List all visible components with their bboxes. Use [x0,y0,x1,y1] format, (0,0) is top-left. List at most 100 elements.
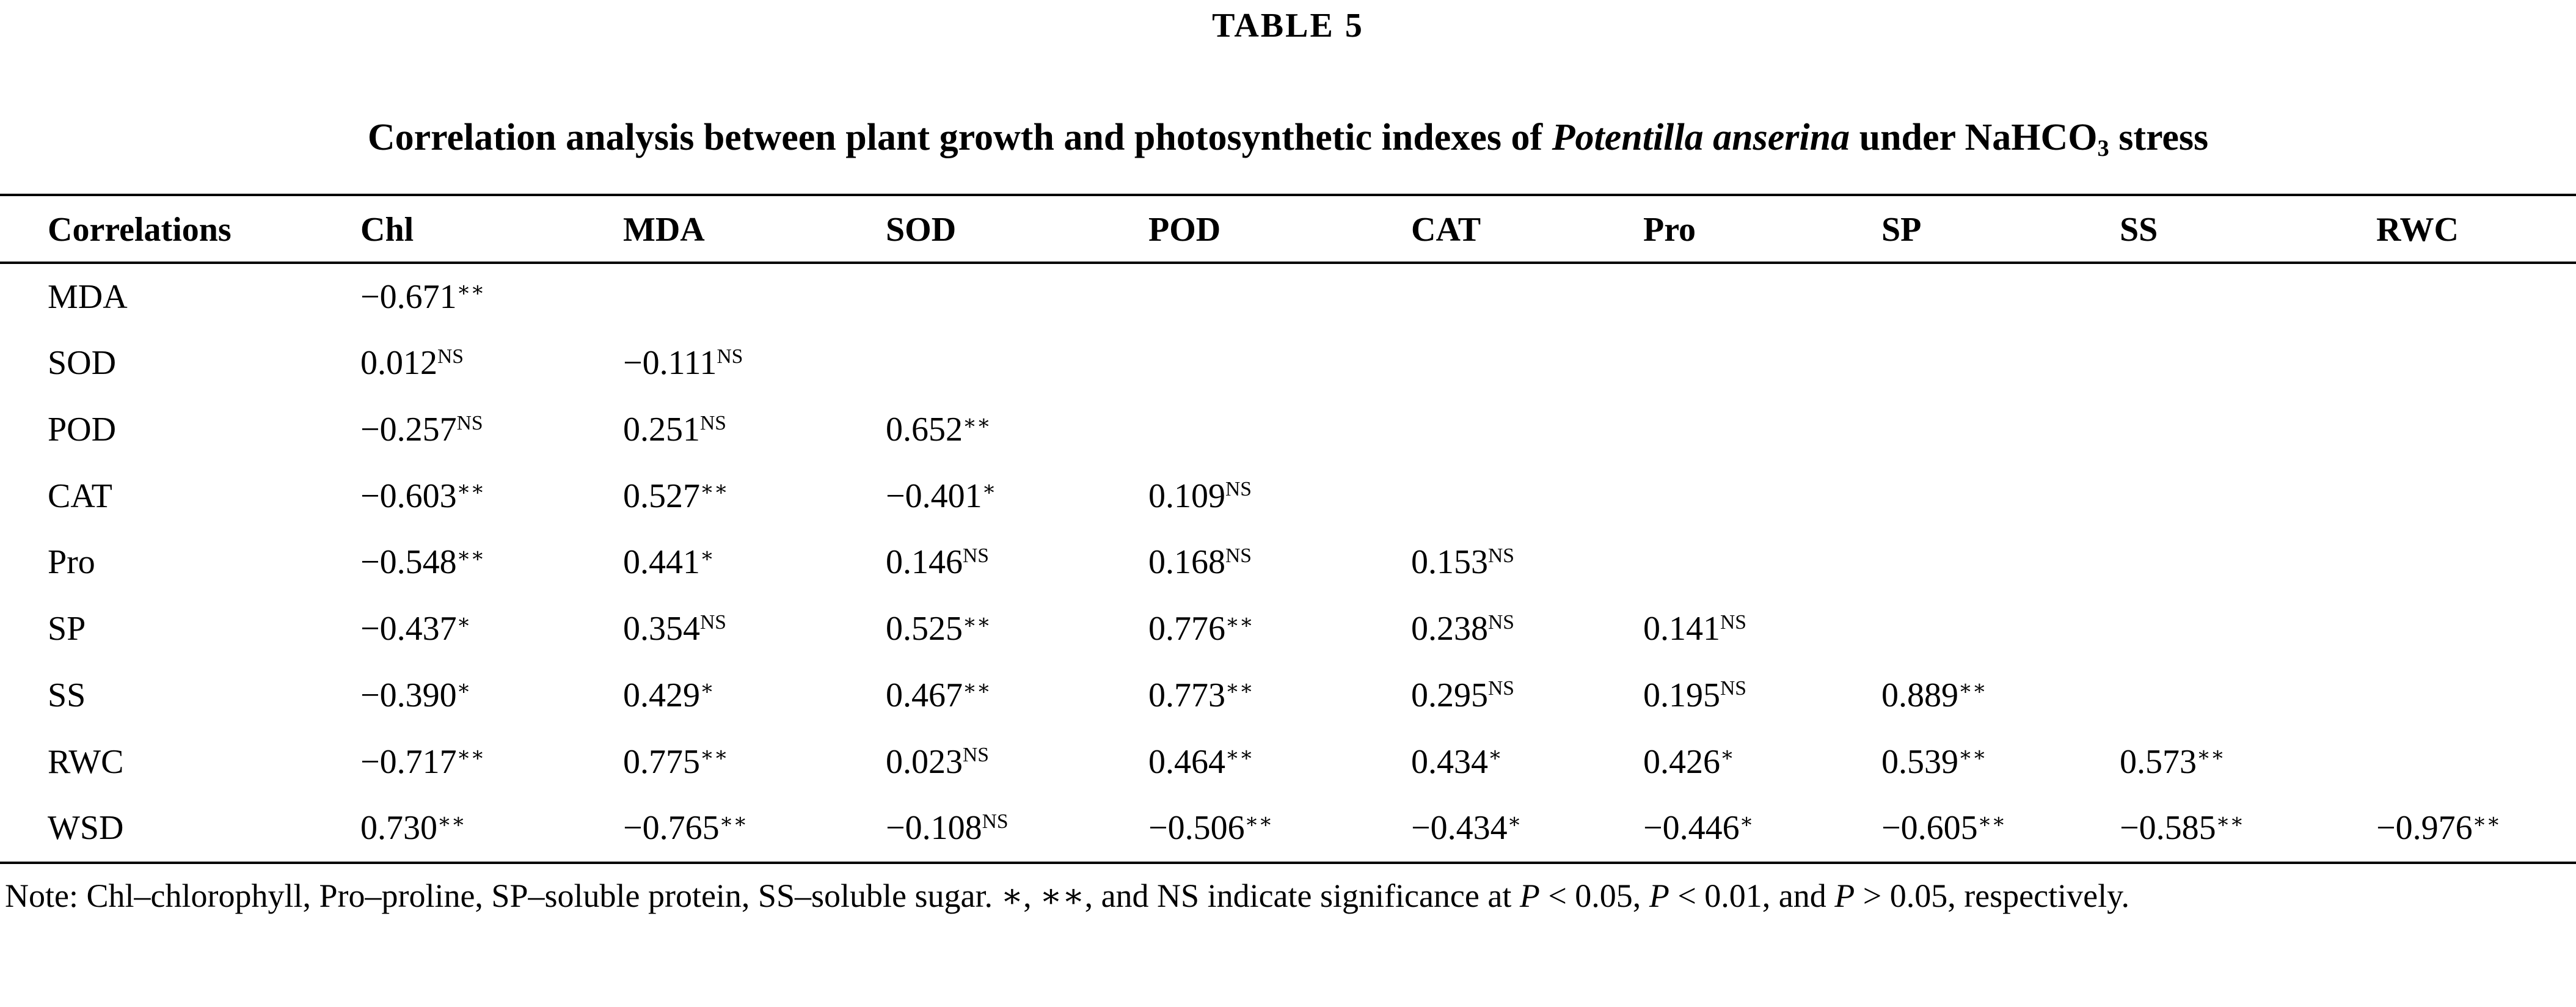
table-body: MDA −0.671∗∗ SOD 0.012NS −0.111NS POD −0.257NS… [0,263,2576,863]
correlation-cell: 0.429∗ [623,662,886,729]
correlation-cell [1148,330,1411,397]
note-segment: P [1649,877,1669,915]
row-label: WSD [48,809,124,848]
note-segment: < 0.01, and [1669,877,1835,915]
significance-marker: NS [1225,478,1252,501]
correlation-value: 0.525 [886,610,963,648]
correlation-cell [2120,529,2376,596]
correlation-cell: −0.585∗∗ [2120,795,2376,863]
header-cat: CAT [1411,194,1643,264]
correlation-value: 0.429 [623,676,700,714]
correlation-cell: 0.295NS [1411,662,1643,729]
correlation-value: 0.441 [623,543,700,582]
significance-marker: ∗ [456,677,471,700]
correlation-cell: 0.109NS [1148,463,1411,530]
significance-marker: NS [1488,610,1514,634]
significance-marker: ∗∗ [1225,677,1253,700]
significance-marker: NS [1488,544,1514,568]
caption-segment: Potentilla anserina [1552,116,1850,158]
correlation-cell [2376,263,2576,331]
significance-marker: ∗ [700,544,714,568]
table-row: WSD 0.730∗∗ −0.765∗∗ −0.108NS −0.506∗∗ −0.434… [0,795,2576,863]
correlation-cell [886,330,1148,397]
row-label: MDA [48,277,128,316]
correlation-cell: −0.257NS [360,397,623,463]
correlation-cell: −0.390∗ [360,662,623,729]
correlation-cell [1643,330,1881,397]
significance-marker: NS [963,744,989,767]
significance-marker: ∗∗ [1977,810,2006,833]
correlation-value: 0.012 [360,344,437,383]
correlation-cell [2376,463,2576,530]
correlation-cell: 0.426∗ [1643,729,1881,796]
note-segment: P [1834,877,1855,915]
correlation-cell [2120,596,2376,662]
correlation-cell: 0.652∗∗ [886,397,1148,463]
significance-marker: ∗∗ [2216,810,2244,833]
correlation-value: 0.146 [886,543,963,582]
table-note: Note: Chl–chlorophyll, Pro–proline, SP–s… [0,876,2576,916]
correlation-cell: 0.441∗ [623,529,886,596]
correlation-value: 0.730 [360,809,437,848]
correlation-cell: 0.195NS [1643,662,1881,729]
correlation-cell: 0.889∗∗ [1881,662,2120,729]
row-label: POD [48,411,117,449]
significance-marker: ∗∗ [456,279,485,302]
correlation-value: −0.605 [1881,809,1978,848]
correlation-value: 0.109 [1148,477,1225,515]
header-mda: MDA [623,194,886,264]
header-sod: SOD [886,194,1148,264]
correlation-cell [1643,397,1881,463]
significance-marker: ∗∗ [2472,810,2501,833]
correlation-cell: −0.506∗∗ [1148,795,1411,863]
table-row: SOD 0.012NS −0.111NS [0,330,2576,397]
significance-marker: ∗∗ [700,478,728,501]
correlation-value: 0.141 [1643,610,1720,648]
correlation-value: −0.257 [360,411,457,449]
header-row: Correlations Chl MDA SOD POD CAT Pro SP SS RWC [0,194,2576,264]
header-sp: SP [1881,194,2120,264]
significance-marker: NS [456,411,483,434]
correlation-cell [2120,463,2376,530]
caption-segment: Correlation analysis between plant growt… [367,116,1552,158]
correlation-cell: 0.527∗∗ [623,463,886,530]
correlation-cell: 0.539∗∗ [1881,729,2120,796]
correlation-value: 0.773 [1148,676,1225,714]
correlation-cell: 0.776∗∗ [1148,596,1411,662]
correlation-cell [2376,397,2576,463]
correlation-cell [2120,263,2376,331]
table-label: TABLE 5 [1212,7,1364,45]
correlation-cell: −0.446∗ [1643,795,1881,863]
correlation-cell [1411,263,1643,331]
significance-marker: ∗∗ [1958,744,1987,767]
correlation-cell: −0.976∗∗ [2376,795,2576,863]
significance-marker: NS [1225,544,1252,568]
significance-marker: ∗∗ [437,810,465,833]
correlation-cell [1411,397,1643,463]
correlation-value: 0.295 [1411,676,1488,714]
correlation-cell [1881,397,2120,463]
table-caption: Correlation analysis between plant growt… [0,116,2576,161]
correlation-cell: −0.717∗∗ [360,729,623,796]
correlation-value: 0.539 [1881,742,1958,781]
correlation-cell [1881,463,2120,530]
correlation-value: 0.464 [1148,742,1225,781]
significance-marker: ∗ [1488,744,1502,767]
correlation-cell [2120,397,2376,463]
correlation-cell: −0.603∗∗ [360,463,623,530]
correlation-cell: 0.354NS [623,596,886,662]
correlation-value: 0.652 [886,411,963,449]
correlation-cell: −0.401∗ [886,463,1148,530]
correlation-value: 0.775 [623,742,700,781]
correlation-value: 0.153 [1411,543,1488,582]
caption-segment: stress [2109,116,2209,158]
correlation-cell: −0.108NS [886,795,1148,863]
header-pro: Pro [1643,194,1881,264]
correlation-value: −0.434 [1411,809,1508,848]
note-segment: > 0.05, respectively. [1855,877,2130,915]
correlation-cell: 0.464∗∗ [1148,729,1411,796]
significance-marker: ∗∗ [1958,677,1987,700]
correlation-value: −0.548 [360,543,457,582]
significance-marker: NS [1720,610,1746,634]
correlation-cell: 0.146NS [886,529,1148,596]
